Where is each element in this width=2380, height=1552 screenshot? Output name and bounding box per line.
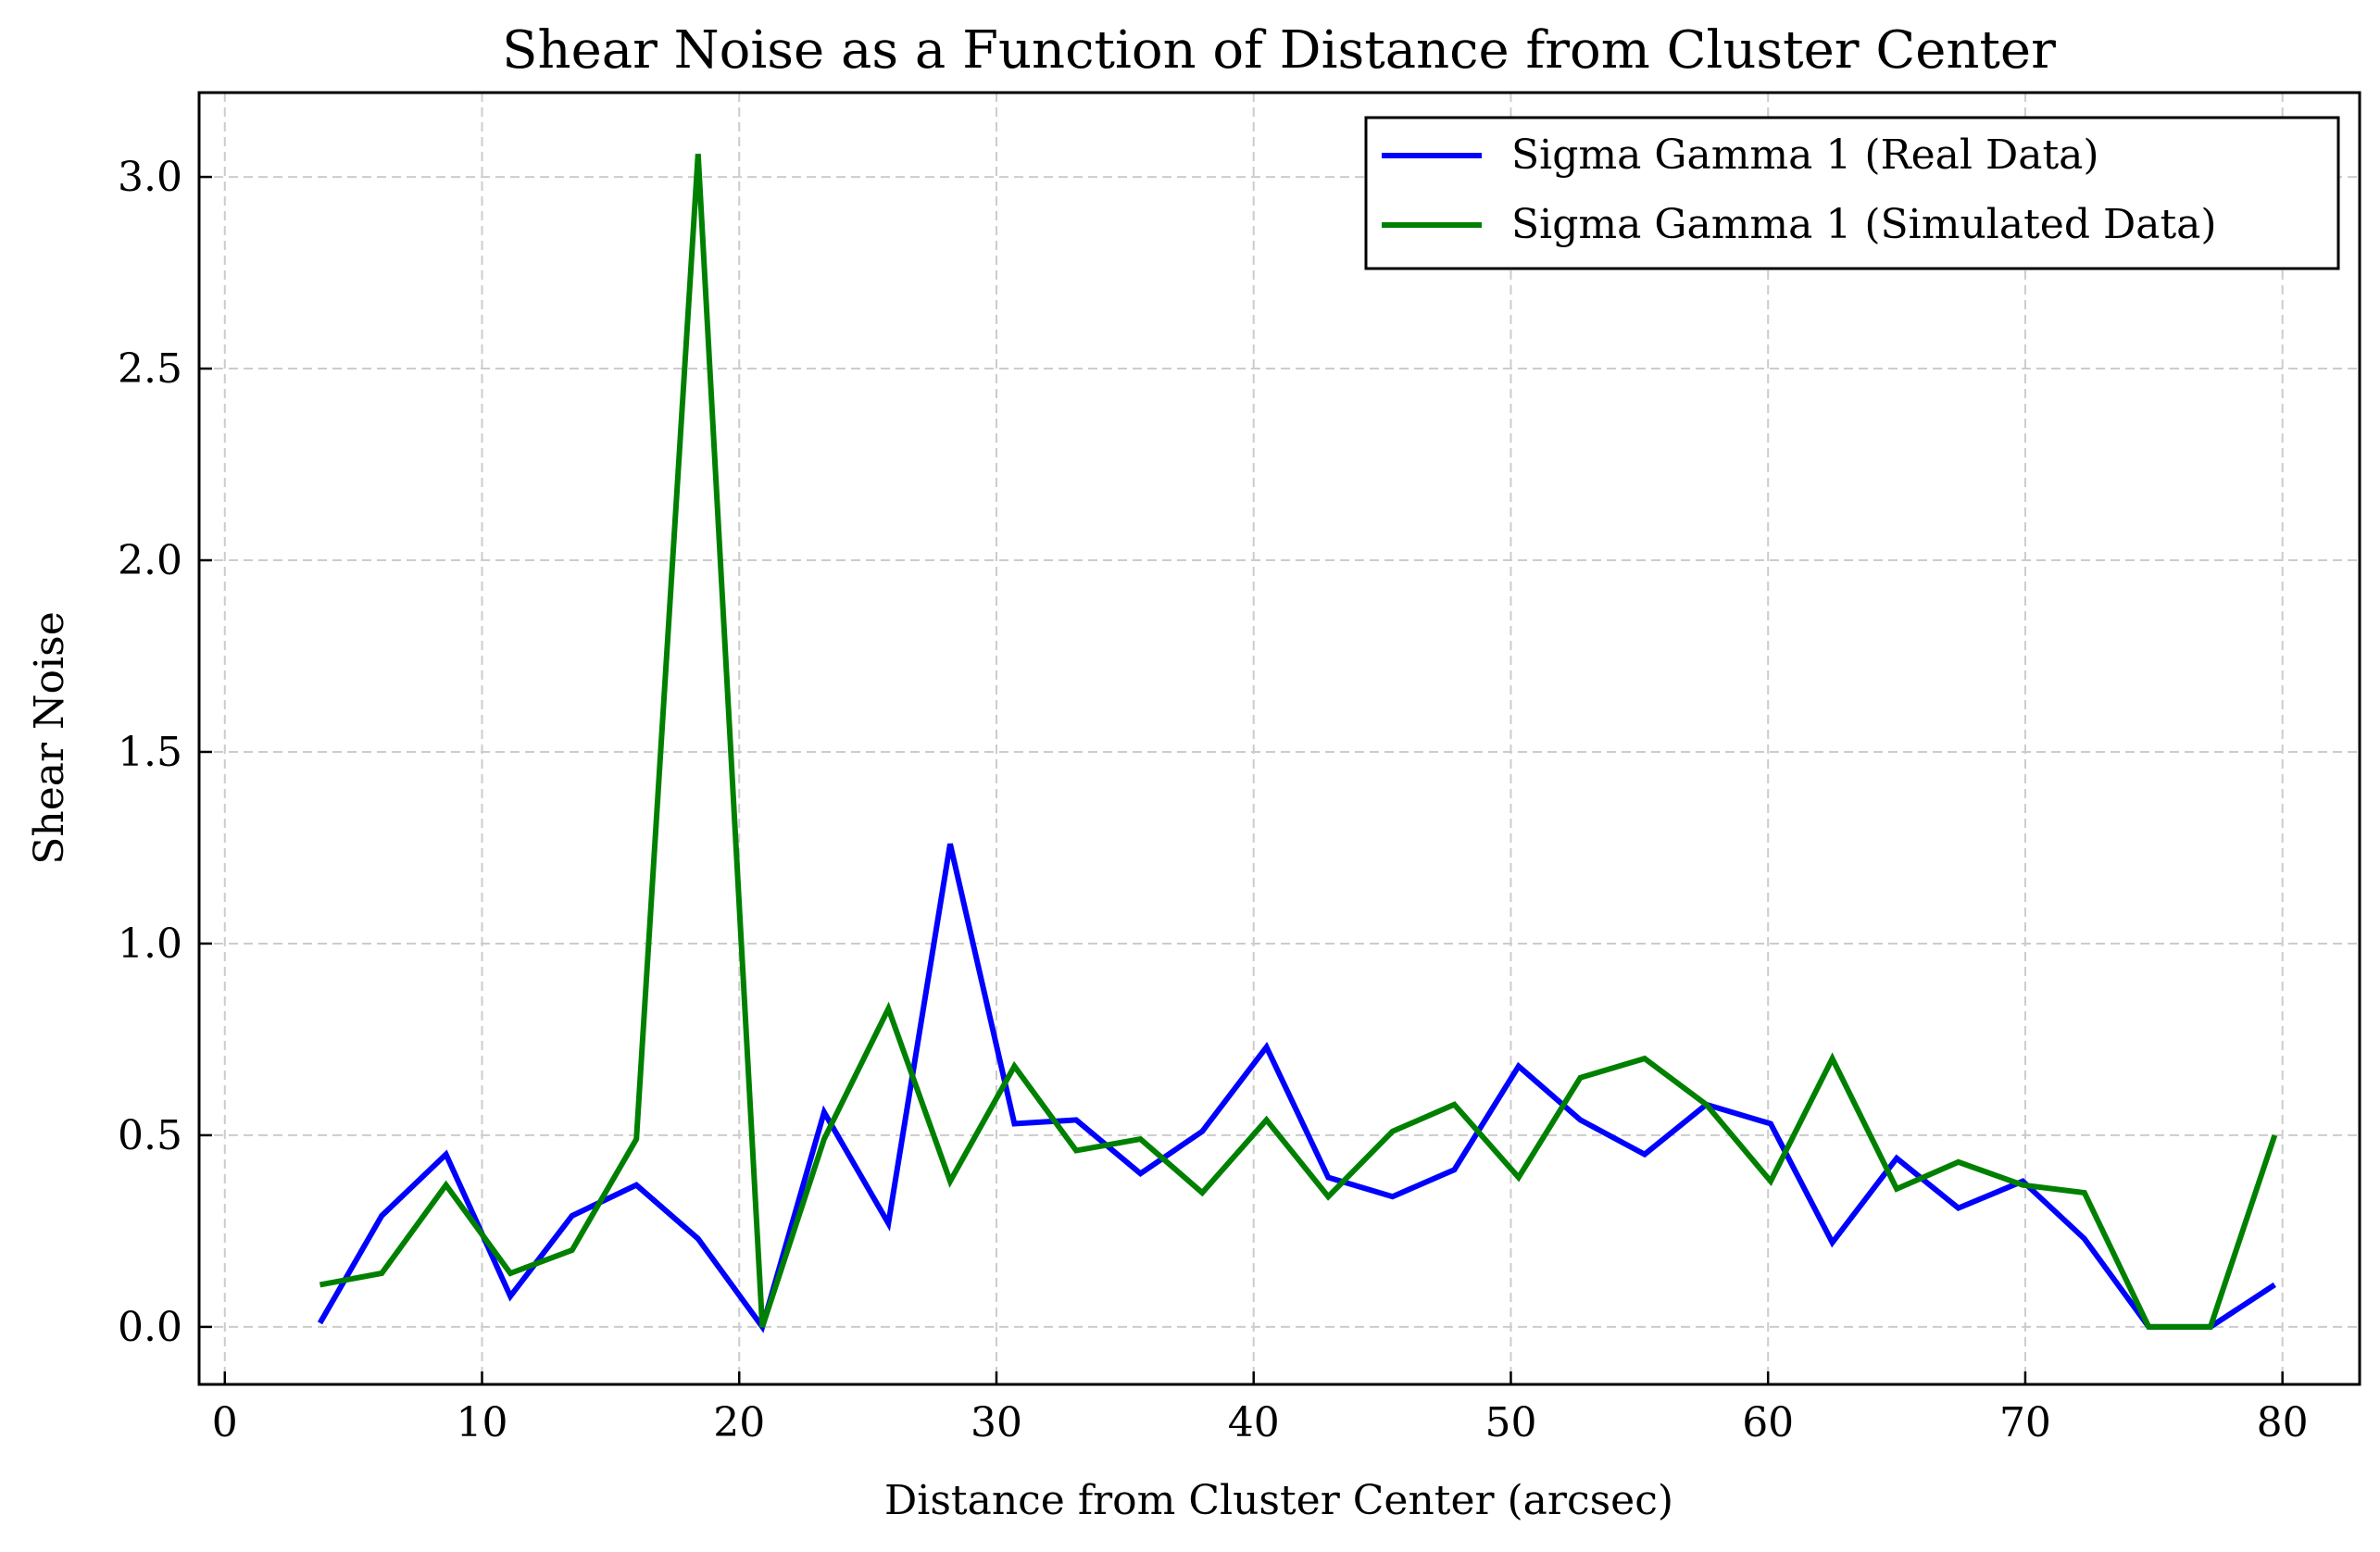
x-tick-label: 10: [457, 1399, 508, 1446]
grid: [199, 93, 2360, 1384]
x-tick-label: 50: [1484, 1399, 1536, 1446]
legend-label-simulated: Sigma Gamma 1 (Simulated Data): [1511, 201, 2217, 248]
series-lines: [317, 154, 2278, 1333]
y-tick-label: 1.0: [118, 920, 182, 968]
y-tick-label: 3.0: [118, 154, 182, 201]
x-axis-label: Distance from Cluster Center (arcsec): [884, 1477, 1673, 1524]
y-tick-label: 0.0: [118, 1304, 182, 1351]
x-tick-label: 0: [212, 1399, 238, 1446]
plot-frame: [197, 91, 2361, 1386]
y-axis-label: Shear Noise: [26, 611, 73, 864]
y-tick-label: 1.5: [118, 729, 182, 776]
legend-label-real: Sigma Gamma 1 (Real Data): [1511, 131, 2099, 179]
y-tick-label: 2.5: [118, 345, 182, 393]
x-tick-label: 70: [1999, 1399, 2051, 1446]
series-line-real: [317, 843, 2276, 1333]
y-tick-label: 2.0: [118, 537, 182, 584]
legend-box: [1364, 116, 2340, 270]
x-tick-label: 30: [971, 1399, 1022, 1446]
legend: Sigma Gamma 1 (Real Data) Sigma Gamma 1 …: [1364, 116, 2340, 270]
x-tick-label: 20: [713, 1399, 765, 1446]
x-tick-label: 60: [1742, 1399, 1794, 1446]
axis-ticks: 0 10 20 30 40 50 60 70 80 0.0 0.5 1.0 1.5 2.0 2.5 3.0: [118, 154, 2309, 1446]
x-tick-label: 80: [2257, 1399, 2309, 1446]
chart-title: Shear Noise as a Function of Distance fr…: [502, 20, 2056, 81]
x-tick-label: 40: [1228, 1399, 1280, 1446]
y-tick-label: 0.5: [118, 1112, 182, 1159]
series-line-simulated: [319, 154, 2278, 1330]
